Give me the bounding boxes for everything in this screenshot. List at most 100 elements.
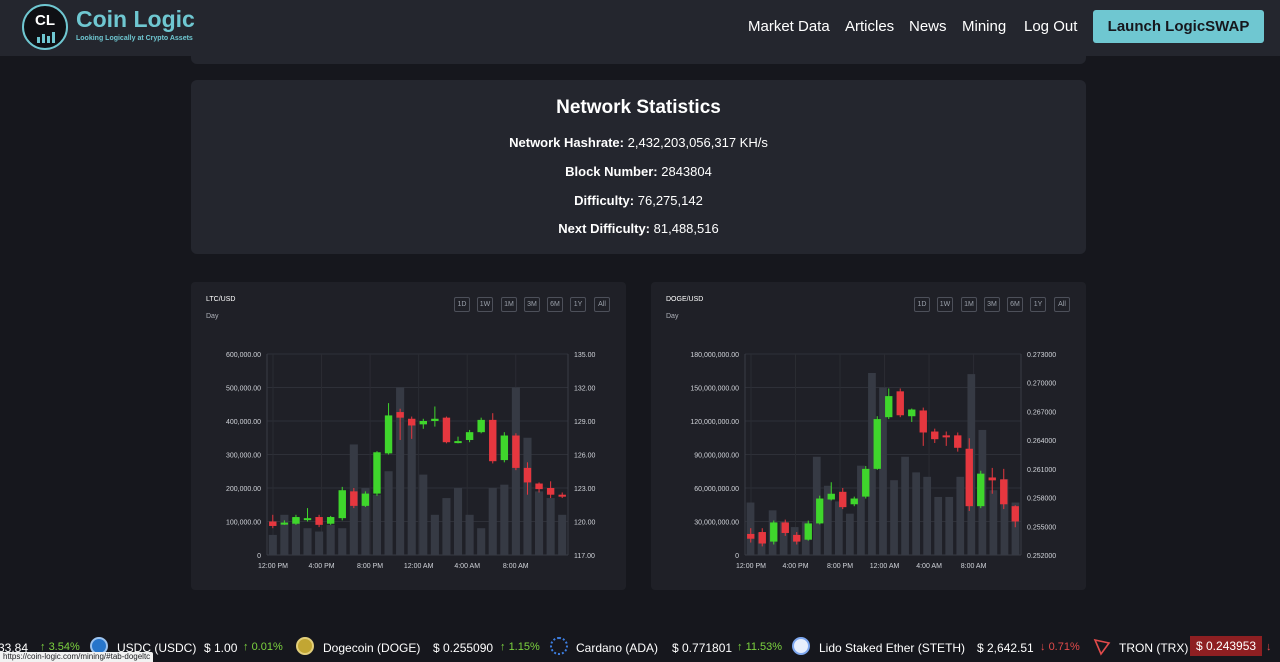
volume-bar [934,496,943,555]
nav-log-out[interactable]: Log Out [1024,18,1078,35]
volume-axis-tick: 180,000,000.00 [690,352,739,359]
brand-name[interactable]: Coin Logic [76,6,195,32]
candle-down [942,435,950,438]
candle-down [558,494,566,497]
x-axis-tick: 12:00 AM [870,563,900,570]
volume-axis-tick: 200,000.00 [226,486,261,493]
launch-logicswap-button[interactable]: Launch LogicSWAP [1093,10,1264,43]
ticker-change-value: 0.71% [1048,641,1080,653]
range-button-3m[interactable]: 3M [984,297,1000,312]
volume-bar [361,488,370,555]
price-axis-tick: 0.273000 [1027,352,1056,359]
volume-bar [338,528,347,555]
range-button-1y[interactable]: 1Y [570,297,586,312]
ticker-coin-name[interactable]: TRON (TRX) [1119,641,1189,655]
range-button-1d[interactable]: 1D [454,297,470,312]
range-button-1w[interactable]: 1W [937,297,953,312]
candle-down [1000,479,1008,505]
ticker-coin-name[interactable]: Cardano (ADA) [576,641,659,655]
volume-bar [535,491,544,555]
ticker-change: ↑ 3.54% [40,641,80,653]
range-button-1d[interactable]: 1D [914,297,930,312]
ticker-coin-name[interactable]: Dogecoin (DOGE) [323,641,421,655]
stat-label: Network Hashrate: [509,135,624,150]
range-button-3m[interactable]: 3M [524,297,540,312]
volume-bar [488,488,497,555]
volume-bar [923,476,932,555]
volume-bar [465,514,474,555]
candle-down [931,431,939,440]
ticker-coin-name[interactable]: USDC (USDC) [117,641,197,655]
volume-bar [901,456,909,555]
candle-up [419,421,427,425]
volume-axis-tick: 600,000.00 [226,352,261,359]
cardano-coin-icon [550,637,568,655]
doge-usd-candlestick-plot[interactable]: 180,000,000.00 150,000,000.00 120,000,000.… [651,282,1086,590]
stat-difficulty: Difficulty: 76,275,142 [191,193,1086,208]
range-button-all[interactable]: All [594,297,610,312]
volume-bar [558,514,567,555]
nav-market-data[interactable]: Market Data [748,18,830,35]
doge-usd-chart-card: DOGE/USD Day 1D 1W 1M 3M 6M 1Y All 180,0… [651,282,1086,590]
volume-bar [1011,502,1020,555]
range-button-all[interactable]: All [1054,297,1070,312]
ticker-change-value: 3.54% [48,641,80,653]
stat-value: 76,275,142 [637,193,703,208]
ticker-price: $ 0.771801 [672,641,733,655]
price-axis-tick: 117.00 [574,553,595,560]
range-button-1y[interactable]: 1Y [1030,297,1046,312]
volume-axis-tick: 150,000,000.00 [690,386,739,393]
price-axis-tick: 0.261000 [1027,467,1056,474]
volume-bar [477,528,486,555]
candle-down [350,491,358,506]
range-button-6m[interactable]: 6M [1007,297,1023,312]
candle-down [489,419,497,462]
x-axis-tick: 8:00 AM [503,563,529,570]
candle-up [303,518,312,521]
candle-down [512,435,520,468]
candle-down [919,410,927,433]
x-axis-tick: 12:00 PM [258,563,288,570]
candle-up [770,522,778,542]
tron-coin-icon [1093,638,1111,656]
stat-value: 2,432,203,056,317 KH/s [627,135,768,150]
candle-up [885,396,893,418]
ticker-coin-name[interactable]: Lido Staked Ether (STETH) [819,641,966,655]
nav-news[interactable]: News [909,18,947,35]
volume-bar [1000,479,1009,555]
range-button-1m[interactable]: 1M [961,297,977,312]
volume-bar [407,424,416,555]
ticker-change: ↓ 0.71% [1040,641,1080,653]
candle-up [477,419,485,433]
volume-bar [879,387,887,555]
candle-down [396,412,404,418]
price-axis-tick: 0.255000 [1027,524,1056,531]
range-button-6m[interactable]: 6M [547,297,563,312]
nav-mining[interactable]: Mining [962,18,1007,35]
volume-bar [511,387,520,555]
candle-up [338,490,346,519]
candle-down [1011,506,1019,522]
candle-down [988,477,996,481]
range-button-1w[interactable]: 1W [477,297,493,312]
range-button-1m[interactable]: 1M [501,297,517,312]
candle-down [523,467,532,483]
candle-up [384,415,393,454]
price-axis-tick: 132.00 [574,386,596,393]
x-axis-tick: 8:00 PM [827,563,853,570]
ticker-price: $ 1.00 [204,641,238,655]
site-logo[interactable]: CL [22,4,68,50]
price-axis-tick: 129.00 [574,419,596,426]
candle-up [977,473,985,507]
volume-bar [890,480,898,555]
price-axis-tick: 120.00 [574,520,596,527]
ltc-usd-candlestick-plot[interactable]: 600,000.00 500,000.00 400,000.00 300,000.00… [191,282,626,590]
chart-pair-label: DOGE/USD [666,296,704,303]
nav-articles[interactable]: Articles [845,18,895,35]
volume-axis-tick: 0 [257,553,261,560]
price-axis-tick: 0.252000 [1027,553,1056,560]
candle-down [793,534,801,542]
ticker-change: ↑ 0.01% [243,641,283,653]
stat-next-difficulty: Next Difficulty: 81,488,516 [191,221,1086,236]
volume-bar [523,437,532,555]
